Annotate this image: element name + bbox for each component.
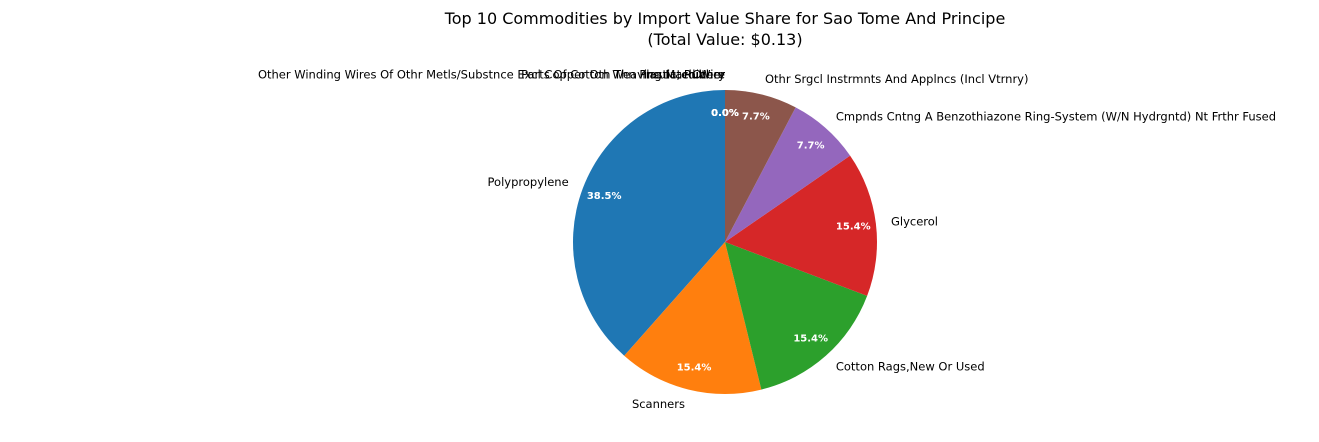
chart-subtitle: (Total Value: $0.13) [647,30,802,49]
label-polypropylene: Polypropylene [488,175,569,189]
slice-glycerol [725,155,877,296]
pct-label-parts-of-cotton-weaving-machinery: 0.0% [711,108,739,119]
pct-label-cmpnds-cntng-a-benzothiazone-ring-system-w-n-hydrgntd-nt-frthr-fused: 7.7% [797,140,825,151]
label-other-winding-wires-of-othr-metls-substnce-excl-copper-oth-thn-plastic-rubber: Other Winding Wires Of Othr Metls/Substn… [258,67,725,81]
slice-cmpnds-cntng-a-benzothiazone-ring-system-w-n-hydrgntd-nt-frthr-fused [725,107,851,243]
pct-label-cotton-rags-new-or-used: 15.4% [793,334,828,345]
pct-label-insulated-wire: 0.0% [711,108,739,119]
label-othr-srgcl-instrmnts-and-applncs-incl-vtrnry: Othr Srgcl Instrmnts And Applncs (Incl V… [765,72,1028,86]
label-cmpnds-cntng-a-benzothiazone-ring-system-w-n-hydrgntd-nt-frthr-fused: Cmpnds Cntng A Benzothiazone Ring-System… [836,109,1276,123]
pct-label-othr-srgcl-instrmnts-and-applncs-incl-vtrnry: 7.7% [742,112,770,123]
label-insulated-wire: Insulated Wire [642,67,725,81]
label-cotton-rags-new-or-used: Cotton Rags,New Or Used [836,360,985,374]
label-scanners: Scanners [632,397,685,411]
chart-title: Top 10 Commodities by Import Value Share… [444,9,1006,28]
label-other: Other [692,67,725,81]
pct-label-other-winding-wires-of-othr-metls-substnce-excl-copper-oth-thn-plastic-rubber: 0.0% [711,108,739,119]
pct-label-other: 0.0% [711,108,739,119]
label-parts-of-cotton-weaving-machinery: Parts Of Cotton Weaving Machinery [521,67,725,81]
slice-polypropylene [573,90,725,356]
pie-slices [573,90,877,394]
pct-label-scanners: 15.4% [677,362,712,373]
label-glycerol: Glycerol [891,214,938,228]
slice-othr-srgcl-instrmnts-and-applncs-incl-vtrnry [725,90,796,242]
pie-labels: Polypropylene 38.5% Scanners 15.4% Cotton Ra… [258,67,1276,411]
slice-scanners [624,242,762,394]
pct-label-polypropylene: 38.5% [587,191,622,202]
slice-cotton-rags-new-or-used [725,242,868,390]
pct-label-glycerol: 15.4% [836,221,871,232]
